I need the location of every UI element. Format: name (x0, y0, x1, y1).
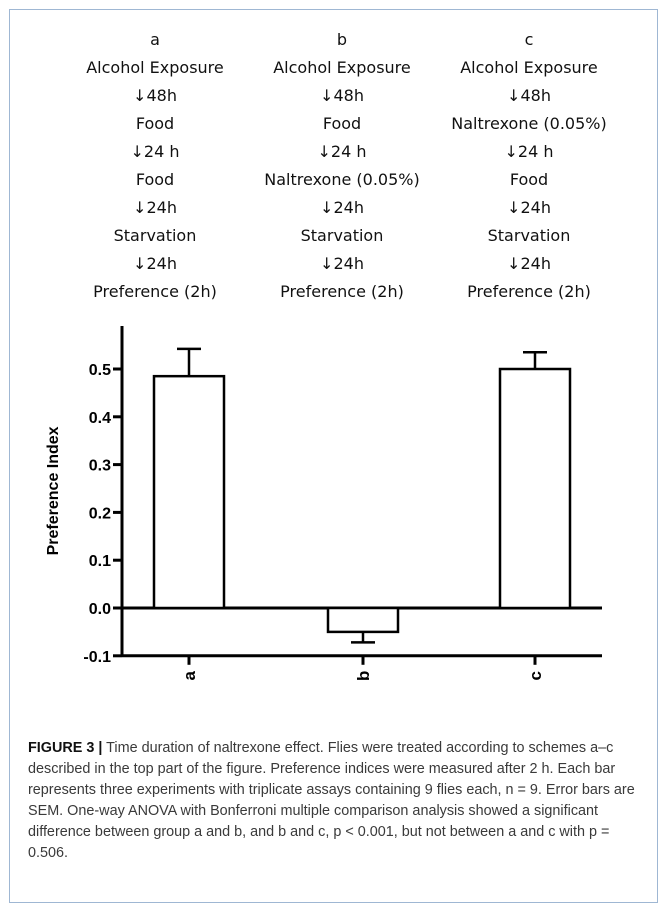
scheme-step: Naltrexone (0.05%) (451, 114, 607, 133)
y-tick-label: 0.2 (89, 505, 111, 522)
scheme-a: a Alcohol Exposure ↓48h Food ↓24 h Food … (60, 26, 250, 306)
scheme-step: ↓24 h (130, 142, 180, 161)
scheme-c: c Alcohol Exposure ↓48h Naltrexone (0.05… (434, 26, 624, 306)
bar-b (326, 606, 400, 634)
scheme-step: Preference (2h) (280, 282, 404, 301)
bar-chart: 0.5 0.4 0.3 0.2 0.1 0.0 -0.1 a b c Preference Inde… (45, 326, 602, 681)
scheme-step: Starvation (113, 226, 197, 245)
y-axis-label: Preference Index (45, 426, 62, 555)
figure-frame (9, 9, 658, 903)
scheme-step: ↓24h (320, 254, 364, 273)
caption-text: Time duration of naltrexone effect. Flie… (28, 740, 635, 861)
y-tick-label: -0.1 (83, 649, 111, 666)
scheme-step: Alcohol Exposure (86, 58, 224, 77)
caption-lead: FIGURE 3 | (28, 740, 103, 756)
scheme-step: ↓24h (133, 198, 177, 217)
treatment-schemes: a Alcohol Exposure ↓48h Food ↓24 h Food … (60, 26, 630, 306)
scheme-step: Alcohol Exposure (460, 58, 598, 77)
scheme-step: Food (135, 114, 175, 133)
bar-a (152, 374, 226, 610)
scheme-step: ↓24h (133, 254, 177, 273)
scheme-step: Starvation (300, 226, 384, 245)
scheme-b: b Alcohol Exposure ↓48h Food ↓24 h Naltr… (247, 26, 437, 306)
scheme-step: Preference (2h) (93, 282, 217, 301)
bar-c (498, 367, 572, 610)
scheme-step: ↓24h (507, 198, 551, 217)
scheme-step: Starvation (487, 226, 571, 245)
scheme-step: ↓24 h (504, 142, 554, 161)
scheme-label: b (336, 30, 348, 49)
x-tick-label: c (526, 671, 545, 680)
scheme-step: Food (509, 170, 549, 189)
scheme-step: Alcohol Exposure (273, 58, 411, 77)
y-tick-label: 0.5 (89, 362, 111, 379)
scheme-step: ↓48h (507, 86, 551, 105)
scheme-step: Preference (2h) (467, 282, 591, 301)
y-tick-label: 0.1 (89, 553, 111, 570)
scheme-label: a (150, 30, 160, 49)
scheme-step: ↓48h (320, 86, 364, 105)
scheme-step: Food (135, 170, 175, 189)
y-tick-label: 0.4 (89, 410, 111, 427)
scheme-step: ↓24h (507, 254, 551, 273)
x-tick-label: a (180, 671, 199, 681)
x-tick-label: b (354, 671, 373, 681)
scheme-step: ↓48h (133, 86, 177, 105)
y-tick-label: 0.0 (89, 601, 111, 618)
figure-caption: FIGURE 3 | Time duration of naltrexone e… (28, 738, 640, 864)
scheme-step: Food (322, 114, 362, 133)
scheme-step: Naltrexone (0.05%) (264, 170, 420, 189)
y-tick-label: 0.3 (89, 458, 111, 475)
scheme-step: ↓24h (320, 198, 364, 217)
scheme-step: ↓24 h (317, 142, 367, 161)
scheme-label: c (524, 30, 534, 49)
